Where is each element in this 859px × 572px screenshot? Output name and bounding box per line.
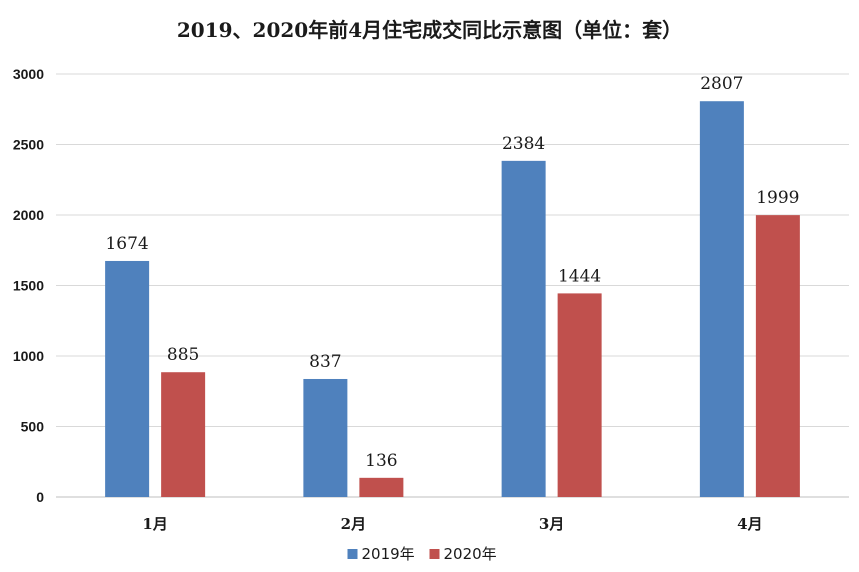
bar-2019年-1月: [105, 260, 150, 497]
data-label: 1444: [558, 266, 601, 286]
bar-2019年-4月: [699, 101, 744, 497]
bar-2020年-2月: [359, 477, 404, 497]
y-tick-label: 3000: [13, 66, 44, 82]
x-category-label: 2月: [341, 515, 366, 533]
x-category-label: 1月: [142, 515, 167, 533]
legend-label: 2020年: [444, 545, 497, 563]
legend-swatch: [429, 549, 440, 559]
data-label: 2384: [502, 134, 545, 154]
y-tick-label: 2000: [13, 207, 44, 223]
data-labels: 1674 885 837 136 2384 1444 2807 1999: [105, 74, 799, 471]
data-label: 837: [309, 352, 341, 372]
chart-title: 2019、2020年前4月住宅成交同比示意图（单位：套）: [177, 18, 682, 42]
y-tick-label: 500: [21, 419, 45, 435]
legend-label: 2019年: [362, 545, 415, 563]
data-label: 1999: [756, 188, 799, 208]
y-tick-label: 0: [36, 489, 44, 505]
bar-2020年-3月: [557, 293, 602, 497]
bar-2020年-1月: [161, 372, 206, 497]
x-category-label: 3月: [539, 515, 564, 533]
legend-swatch: [347, 549, 358, 559]
x-axis-categories: 1月 2月 3月 4月: [142, 515, 762, 533]
bar-2019年-2月: [303, 378, 348, 497]
data-label: 885: [167, 345, 199, 365]
legend: 2019年 2020年: [347, 545, 497, 563]
bar-2020年-4月: [755, 215, 800, 498]
y-tick-label: 1500: [13, 278, 44, 294]
data-label: 136: [365, 451, 397, 471]
data-label: 1674: [105, 234, 148, 254]
y-tick-label: 2500: [13, 137, 44, 153]
y-tick-label: 1000: [13, 348, 44, 364]
bars: [105, 101, 800, 498]
bar-2019年-3月: [501, 160, 546, 497]
y-axis-ticks: 0 500 1000 1500 2000 2500 3000: [13, 66, 44, 505]
x-category-label: 4月: [737, 515, 762, 533]
data-label: 2807: [700, 74, 743, 94]
